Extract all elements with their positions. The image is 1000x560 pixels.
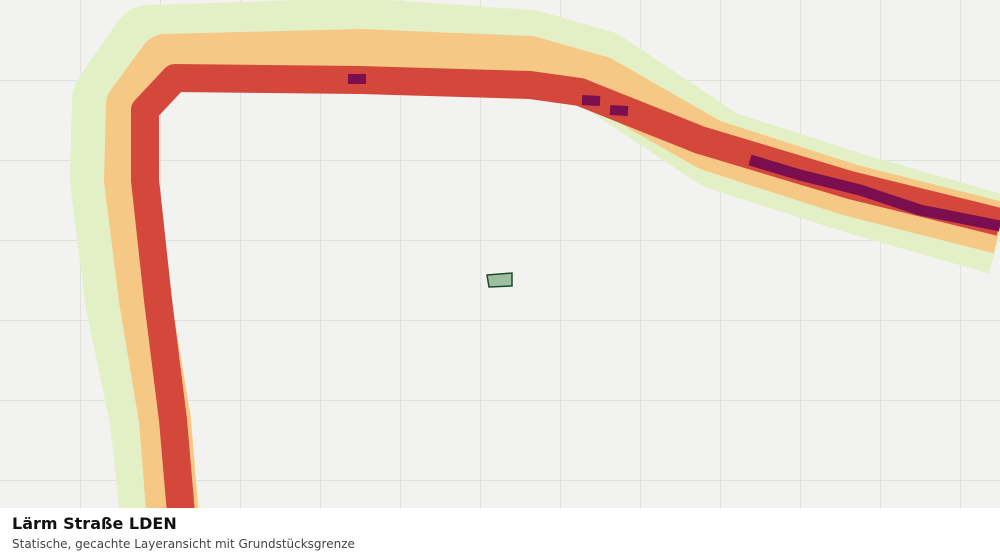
noise-band-peak [581,95,601,106]
parcel-boundary [486,272,513,288]
noise-band-peak [748,154,1000,232]
subtitle: Statische, gecachte Layeransicht mit Gru… [12,537,355,551]
noise-band-peak [609,105,629,116]
title: Lärm Straße LDEN [12,514,177,533]
noise-bands [70,0,1000,560]
caption-panel: Lärm Straße LDEN Statische, gecachte Lay… [0,508,1000,560]
noise-band-high [131,64,1000,560]
